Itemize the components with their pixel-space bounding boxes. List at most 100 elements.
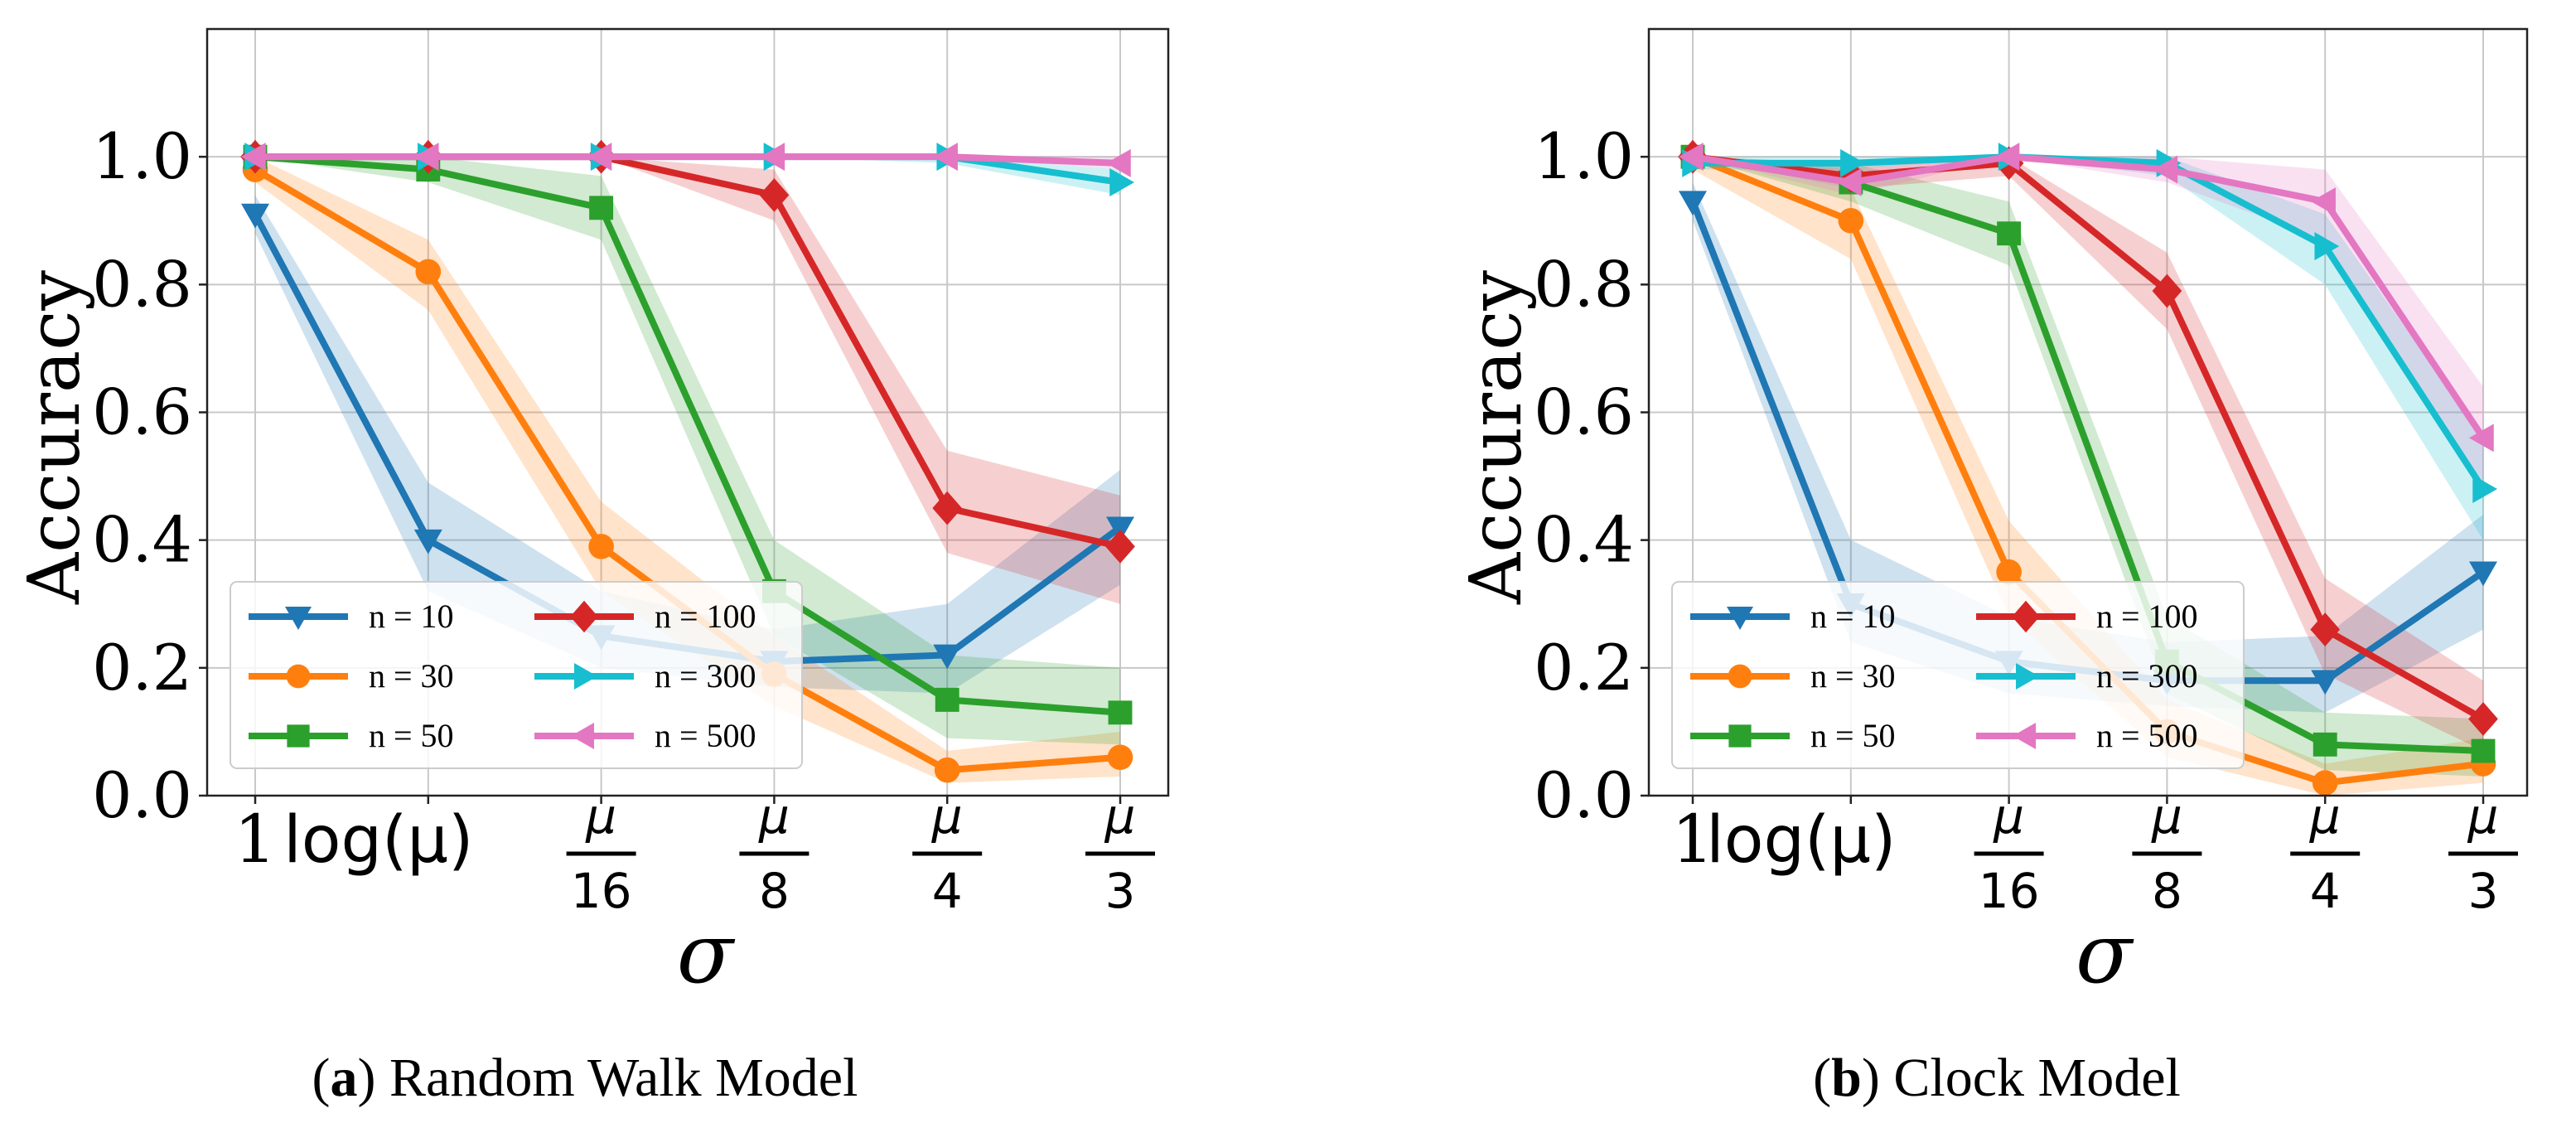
legend-marker — [2012, 600, 2040, 633]
legend: n = 10 n = 30 n = 50 n = 100 n = 300 n = 500 — [1671, 581, 2245, 769]
legend-label: n = 50 — [369, 717, 454, 754]
data-point-n10 — [933, 644, 962, 670]
data-point-n10 — [2469, 561, 2497, 587]
data-point-n500 — [760, 143, 785, 172]
y-tick-label: 0.0 — [1534, 758, 1634, 832]
legend-item-n300: n = 300 — [534, 657, 756, 695]
data-point-n500 — [587, 143, 612, 172]
band-n30 — [255, 157, 1120, 783]
data-point-n10 — [413, 529, 442, 554]
data-point-n300 — [2314, 232, 2340, 261]
y-tick-label: 0.8 — [1534, 247, 1634, 321]
data-point-n10 — [2311, 670, 2340, 695]
legend-label: n = 300 — [655, 657, 756, 695]
y-tick-label: 0.4 — [92, 503, 192, 577]
legend-item-n10: n = 10 — [249, 598, 454, 635]
data-point-n30 — [1107, 744, 1133, 771]
y-tick-label: 0.0 — [92, 758, 192, 832]
x-tick-label-denominator: 4 — [2310, 863, 2341, 919]
x-axis-title: σ — [677, 905, 736, 1002]
data-point-n100 — [2468, 702, 2498, 736]
data-point-n30 — [934, 757, 960, 783]
legend-item-n30: n = 30 — [1690, 657, 1896, 695]
data-point-n50 — [2313, 732, 2337, 757]
panel-caption: (a) Random Walk Model — [312, 1048, 858, 1108]
band-n50 — [255, 157, 1120, 745]
legend-box — [1671, 581, 2245, 769]
data-point-n500 — [2311, 187, 2336, 216]
band-n100 — [255, 157, 1120, 604]
x-tick-label-denominator: 3 — [2468, 863, 2499, 919]
x-tick-label-numerator: μ — [1993, 788, 2024, 845]
legend-label: n = 30 — [1810, 657, 1896, 695]
legend-label: n = 50 — [1810, 717, 1896, 754]
data-point-n50 — [2471, 738, 2496, 763]
data-point-n50 — [589, 196, 614, 220]
data-point-n500 — [1679, 143, 1704, 172]
series-line-n50 — [254, 153, 1121, 716]
data-point-n500 — [1994, 143, 2020, 172]
data-point-n300 — [1840, 148, 1865, 177]
data-point-n30 — [1838, 207, 1864, 234]
legend-item-n50: n = 50 — [1690, 717, 1896, 754]
chart-panel-a: 0.0 0.2 0.4 0.6 0.8 1.0 1 log(μ) μ 16 μ 8 μ 4 μ 3 σ Accur… — [13, 27, 1170, 1108]
data-point-n100 — [2152, 273, 2182, 308]
legend-box — [230, 581, 803, 769]
x-tick-label: log(μ) — [283, 803, 473, 878]
legend-marker — [574, 663, 597, 690]
legend-marker — [287, 724, 310, 748]
x-tick-label-denominator: 16 — [571, 863, 632, 919]
data-point-n10 — [241, 203, 269, 229]
y-tick-label: 0.2 — [1534, 631, 1634, 704]
data-point-n300 — [1109, 168, 1134, 196]
legend-item-n30: n = 30 — [249, 657, 454, 695]
legend-item-n100: n = 100 — [1976, 598, 2198, 635]
legend-label: n = 500 — [655, 717, 756, 754]
legend-item-n500: n = 500 — [534, 717, 756, 754]
data-point-n100 — [932, 491, 963, 525]
series-line-n500 — [255, 153, 1121, 167]
band-n100 — [1693, 157, 2483, 752]
legend-marker — [2016, 663, 2039, 690]
y-tick-label: 0.8 — [92, 247, 192, 321]
y-tick-label: 1.0 — [1534, 119, 1634, 193]
legend-label: n = 500 — [2096, 717, 2198, 754]
legend-item-n10: n = 10 — [1690, 598, 1896, 635]
legend-item-n300: n = 300 — [1976, 657, 2198, 695]
legend-marker — [1728, 664, 1752, 689]
legend-marker — [286, 664, 311, 689]
legend-label: n = 30 — [369, 657, 454, 695]
x-tick-label-numerator: μ — [2309, 788, 2341, 845]
data-point-n50 — [1997, 221, 2022, 246]
y-tick-label: 1.0 — [92, 119, 192, 193]
x-tick-label-numerator: μ — [2151, 788, 2182, 845]
y-tick-label: 0.2 — [92, 631, 192, 704]
legend-marker — [2013, 723, 2036, 749]
legend-label: n = 10 — [369, 598, 454, 635]
data-point-n300 — [2472, 475, 2497, 503]
band-n10 — [255, 195, 1120, 694]
legend-marker — [1727, 607, 1753, 630]
band-n50 — [1693, 157, 2483, 777]
x-tick-label-numerator: μ — [758, 788, 790, 845]
legend-item-n100: n = 100 — [534, 598, 756, 635]
data-point-n500 — [1836, 168, 1862, 196]
series-line-n500 — [1692, 153, 2487, 440]
legend-marker — [571, 723, 594, 749]
band-n300 — [1693, 157, 2483, 540]
data-point-n10 — [1106, 516, 1134, 542]
legend-marker — [1728, 724, 1752, 748]
x-tick-label-numerator: μ — [1104, 788, 1136, 845]
legend-label: n = 100 — [655, 598, 756, 635]
data-point-n500 — [2153, 155, 2178, 184]
y-axis-title: Accuracy — [13, 270, 96, 605]
x-tick-label-denominator: 16 — [1979, 863, 2040, 919]
series-n500 — [1679, 143, 2494, 453]
panel-caption: (b) Clock Model — [1813, 1048, 2181, 1108]
x-tick-label-denominator: 8 — [759, 863, 790, 919]
legend-label: n = 300 — [2096, 657, 2198, 695]
data-point-n100 — [2310, 612, 2341, 646]
data-point-n500 — [1106, 148, 1131, 177]
legend-marker — [570, 600, 598, 633]
